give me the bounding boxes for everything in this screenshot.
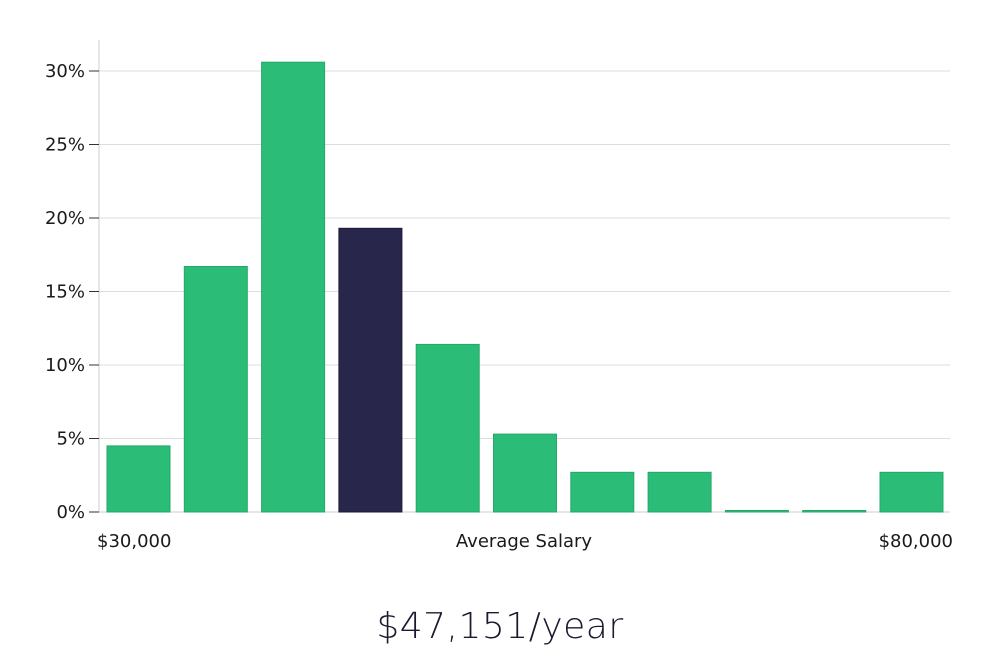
- histogram-bar: [879, 471, 944, 513]
- histogram-bar: [802, 510, 867, 513]
- y-axis-ticks: 0% 5% 10% 15% 20% 25% 30%: [45, 61, 99, 523]
- histogram-bar: [724, 510, 789, 513]
- x-axis-max-label: $80,000: [879, 531, 953, 552]
- histogram-bar: [570, 471, 635, 513]
- bars: [106, 61, 944, 513]
- average-salary-caption: $47,151/year: [376, 606, 624, 647]
- y-tick-label: 30%: [45, 61, 85, 82]
- salary-histogram: 0% 5% 10% 15% 20% 25% 30% $30,000 Average Sala…: [45, 40, 953, 552]
- y-tick-label: 5%: [56, 429, 85, 450]
- y-tick-label: 15%: [45, 282, 85, 303]
- histogram-bar: [493, 433, 557, 513]
- x-axis-min-label: $30,000: [97, 531, 171, 552]
- histogram-bar: [415, 343, 480, 513]
- y-tick-label: 10%: [45, 355, 85, 376]
- histogram-bar-highlighted: [338, 227, 403, 513]
- histogram-bar: [106, 445, 171, 513]
- histogram-bar: [647, 471, 712, 513]
- histogram-bar: [261, 61, 326, 513]
- histogram-bar: [183, 266, 248, 513]
- y-tick-label: 20%: [45, 208, 85, 229]
- y-tick-label: 0%: [56, 502, 85, 523]
- y-tick-label: 25%: [45, 135, 85, 156]
- x-axis-title: Average Salary: [456, 531, 593, 552]
